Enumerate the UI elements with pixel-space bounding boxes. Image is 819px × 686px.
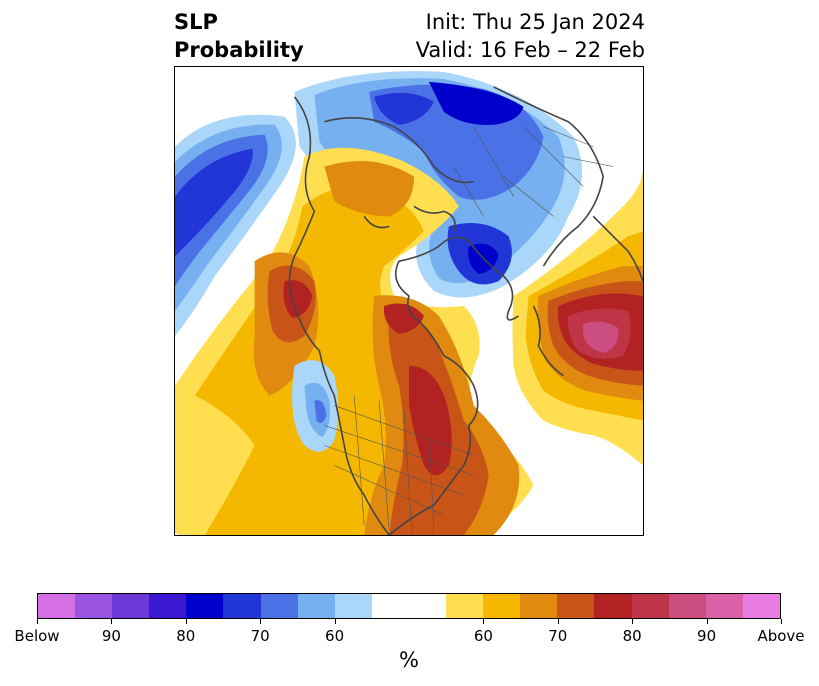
colorbar-segment — [631, 594, 669, 618]
atlantic-high-anomaly — [512, 166, 643, 466]
colorbar-tick-label: Below — [14, 627, 60, 645]
colorbar-segment — [446, 594, 484, 618]
colorbar-tick-label: 80 — [176, 627, 196, 645]
init-date: Init: Thu 25 Jan 2024 — [425, 10, 645, 34]
colorbar-tick-label: 90 — [101, 627, 121, 645]
colorbar-segment — [557, 594, 595, 618]
colorbar-tick — [37, 619, 38, 624]
west-coast-low-anomaly — [292, 360, 339, 452]
colorbar — [37, 593, 781, 619]
colorbar-tick-label: 70 — [250, 627, 270, 645]
us-high-anomaly — [364, 295, 520, 535]
colorbar-segment — [668, 594, 706, 618]
map-dates: Init: Thu 25 Jan 2024 Valid: 16 Feb – 22… — [416, 8, 645, 64]
colorbar-tick — [483, 619, 485, 624]
coastlines — [288, 86, 643, 535]
colorbar-tick — [111, 619, 113, 624]
colorbar-tick-label: Above — [757, 627, 805, 645]
colorbar-tick — [185, 619, 187, 624]
colorbar-segment — [742, 594, 780, 618]
colorbar-tick-label: 70 — [548, 627, 568, 645]
arctic-low-anomaly — [294, 71, 583, 298]
political-borders — [324, 126, 614, 535]
colorbar-segment — [38, 594, 76, 618]
colorbar-segment — [75, 594, 113, 618]
colorbar-segment — [705, 594, 743, 618]
colorbar-tick-label: 90 — [697, 627, 717, 645]
probability-map — [175, 67, 643, 535]
colorbar-segment — [260, 594, 298, 618]
colorbar-tick — [557, 619, 559, 624]
colorbar-segment — [149, 594, 187, 618]
colorbar-tick — [706, 619, 708, 624]
colorbar-tick — [260, 619, 262, 624]
colorbar-tick-label: 80 — [622, 627, 642, 645]
colorbar-segment — [334, 594, 372, 618]
colorbar-segment — [112, 594, 150, 618]
colorbar-segment — [186, 594, 224, 618]
colorbar-segment — [297, 594, 335, 618]
colorbar-tick — [632, 619, 634, 624]
colorbar-segment — [594, 594, 632, 618]
map-title: SLP Probability — [174, 8, 304, 64]
valid-range: Valid: 16 Feb – 22 Feb — [415, 38, 645, 62]
title-field: Probability — [174, 38, 304, 62]
colorbar-tick — [781, 619, 782, 624]
map-panel — [174, 66, 644, 536]
colorbar-segment — [371, 594, 447, 618]
title-variable: SLP — [174, 10, 218, 34]
colorbar-segment — [483, 594, 521, 618]
pacific-low-anomaly — [175, 114, 296, 336]
colorbar-unit: % — [399, 648, 419, 672]
colorbar-tick-label: 60 — [473, 627, 493, 645]
colorbar-tick — [334, 619, 336, 624]
colorbar-tick-label: 60 — [325, 627, 345, 645]
colorbar-segment — [520, 594, 558, 618]
colorbar-segment — [223, 594, 261, 618]
